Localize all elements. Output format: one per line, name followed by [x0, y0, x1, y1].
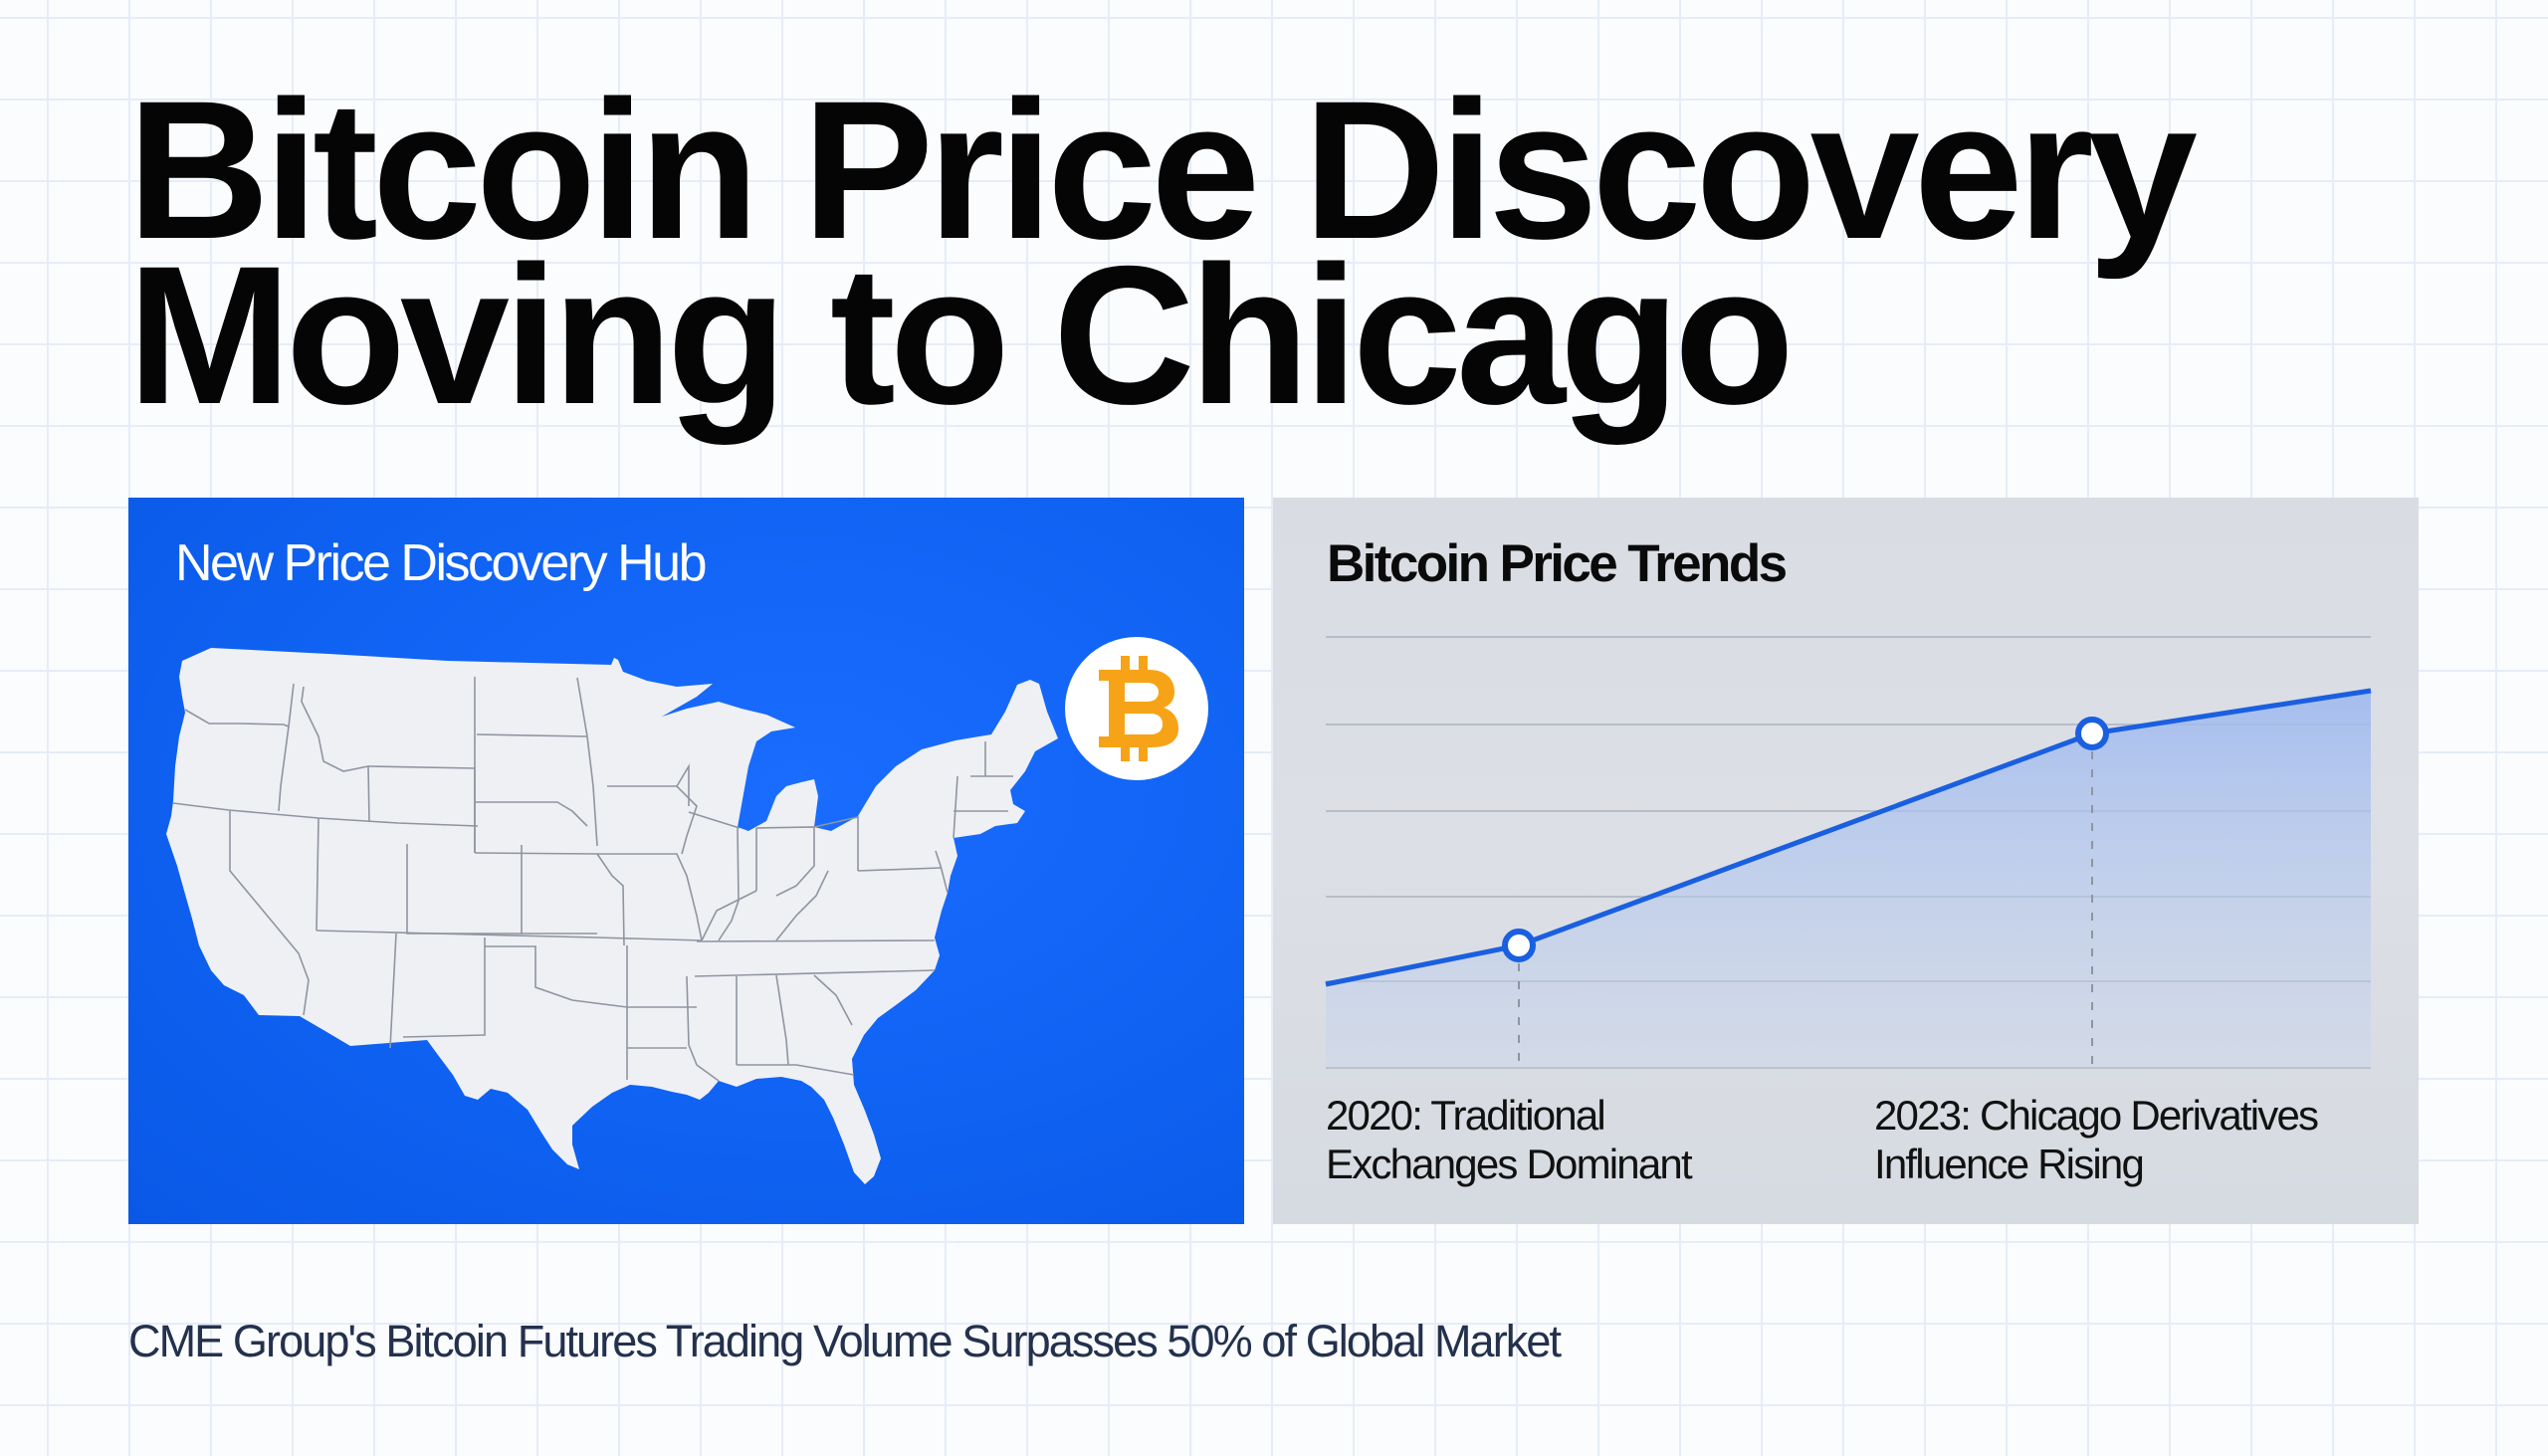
page-title: Bitcoin Price Discovery Moving to Chicag… — [127, 60, 2198, 445]
data-point-2020[interactable] — [1502, 929, 1536, 962]
map-panel: New Price Discovery Hub — [128, 498, 1244, 1224]
annotation-2020: 2020: Traditional Exchanges Dominant — [1326, 1091, 1693, 1188]
price-trend-chart — [1325, 636, 2372, 1069]
state-borders — [172, 677, 1013, 1082]
us-land-shape — [166, 648, 1058, 1184]
us-map — [166, 648, 1058, 1184]
annotation-2023: 2023: Chicago Derivatives Influence Risi… — [1874, 1091, 2319, 1188]
map-panel-heading: New Price Discovery Hub — [175, 534, 708, 592]
chart-area-fill — [1326, 691, 2371, 1068]
chart-panel-heading: Bitcoin Price Trends — [1327, 534, 1788, 593]
annotation-2023-line-2: Influence Rising — [1874, 1141, 2145, 1187]
annotation-2023-line-1: 2023: Chicago Derivatives — [1874, 1092, 2319, 1139]
chart-line — [1325, 688, 2372, 987]
bitcoin-icon — [1099, 656, 1178, 761]
bitcoin-badge — [1065, 637, 1208, 780]
annotation-2020-line-1: 2020: Traditional — [1326, 1092, 1606, 1139]
footer-caption: CME Group's Bitcoin Futures Trading Volu… — [128, 1316, 1562, 1366]
data-point-2023[interactable] — [2075, 717, 2109, 750]
annotation-2020-line-2: Exchanges Dominant — [1326, 1141, 1693, 1187]
title-line-1: Bitcoin Price Discovery — [127, 60, 2198, 280]
chart-panel: Bitcoin Price Trends 2020: Traditional E… — [1273, 498, 2419, 1224]
title-line-2: Moving to Chicago — [127, 225, 1795, 445]
